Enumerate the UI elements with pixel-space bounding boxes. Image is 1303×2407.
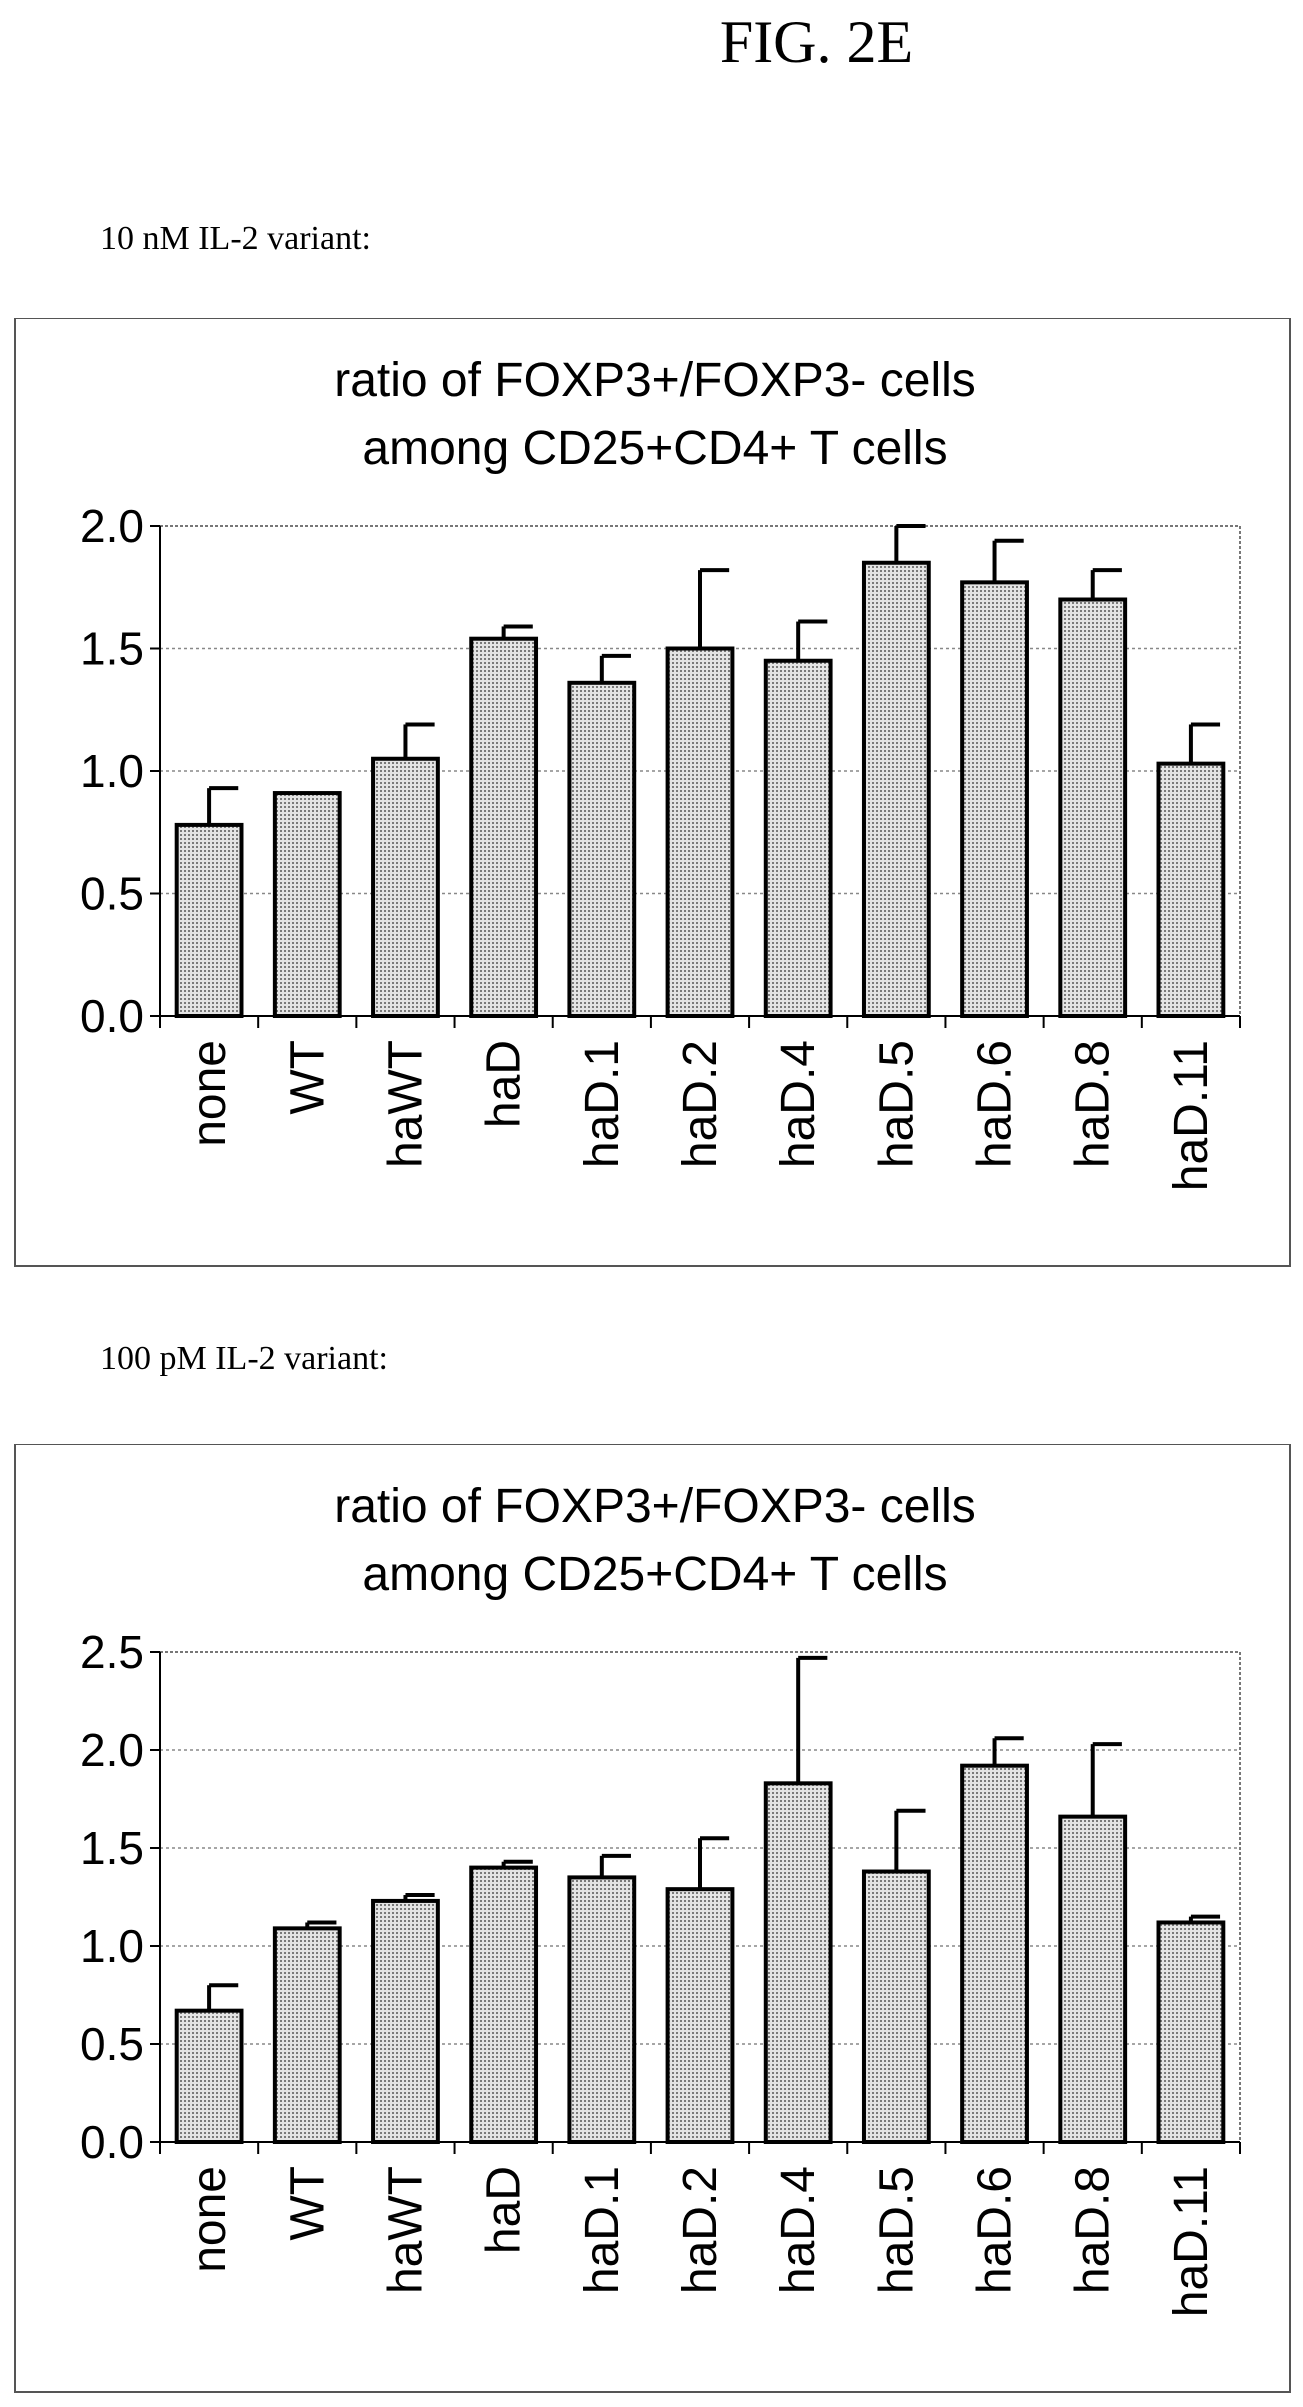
y-tick-label: 2.0 <box>80 1724 144 1776</box>
figure-title: FIG. 2E <box>719 9 914 75</box>
x-tick-label: haD.5 <box>870 1040 923 1168</box>
bar-haD.5 <box>861 1869 931 2144</box>
y-tick-label: 1.0 <box>80 745 144 797</box>
bar-haD.1 <box>567 680 637 1018</box>
x-tick-label: haD.6 <box>969 2166 1022 2294</box>
y-tick-label: 1.5 <box>80 623 144 675</box>
x-tick-label: haD.1 <box>576 1040 629 1168</box>
y-tick-label: 0.5 <box>80 868 144 920</box>
x-tick-label: none <box>183 1040 236 1147</box>
x-tick-label: haD.2 <box>674 1040 727 1168</box>
x-tick-label: haD.8 <box>1067 1040 1120 1168</box>
chart-subtitle: among CD25+CD4+ T cells <box>362 422 947 475</box>
y-tick-label: 0.0 <box>80 990 144 1042</box>
y-tick-label: 2.5 <box>80 1626 144 1678</box>
bar-haD.5 <box>861 560 931 1018</box>
bar-none <box>174 822 244 1018</box>
bar-none <box>174 2008 244 2144</box>
x-tick-label: haD.11 <box>1165 1040 1218 1191</box>
x-tick-label: haWT <box>379 2166 432 2294</box>
x-tick-label: haD <box>478 1040 531 1128</box>
y-tick-label: 2.0 <box>80 500 144 552</box>
bar-chart-100pm: ratio of FOXP3+/FOXP3- cells among CD25+C… <box>14 1444 1291 2393</box>
bar-haD.8 <box>1058 597 1128 1018</box>
x-tick-label: haD.1 <box>576 2166 629 2294</box>
bar-chart-10nm: ratio of FOXP3+/FOXP3- cells among CD25+C… <box>14 318 1291 1267</box>
chart-title: ratio of FOXP3+/FOXP3- cells <box>334 354 976 407</box>
condition-label-100pm: 100 pM IL-2 variant: <box>100 1340 388 1377</box>
bar-haD.11 <box>1156 1920 1226 2145</box>
bar-haD.6 <box>960 1763 1029 2144</box>
chart-title: ratio of FOXP3+/FOXP3- cells <box>334 1480 976 1533</box>
x-tick-label: none <box>183 2166 236 2273</box>
condition-label-10nm: 10 nM IL-2 variant: <box>100 220 371 257</box>
chart-frame <box>14 1444 1291 2393</box>
y-tick-label: 1.0 <box>80 1920 144 1972</box>
x-tick-label: haD <box>478 2166 531 2254</box>
chart-subtitle: among CD25+CD4+ T cells <box>362 1548 947 1601</box>
bar-haD.1 <box>567 1875 637 2144</box>
bar-WT <box>272 791 342 1018</box>
bar-haWT <box>371 756 440 1018</box>
bar-haD.2 <box>665 1887 735 2144</box>
bar-haD.11 <box>1156 761 1226 1018</box>
bar-haD.8 <box>1058 1814 1128 2144</box>
x-tick-label: haD.6 <box>969 1040 1022 1168</box>
bar-haD.4 <box>763 1781 833 2144</box>
bar-haD.6 <box>960 580 1029 1018</box>
x-tick-label: haD.2 <box>674 2166 727 2294</box>
x-tick-label: haD.11 <box>1165 2166 1218 2317</box>
bar-haD.4 <box>763 658 833 1018</box>
bar-haD <box>469 1865 539 2144</box>
bar-haWT <box>371 1898 440 2145</box>
y-tick-label: 0.5 <box>80 2018 144 2070</box>
x-tick-label: haD.4 <box>772 2166 825 2294</box>
chart-frame <box>14 318 1291 1267</box>
y-tick-label: 1.5 <box>80 1822 144 1874</box>
bar-WT <box>272 1926 342 2144</box>
x-tick-label: haD.4 <box>772 1040 825 1168</box>
x-tick-label: WT <box>281 1040 334 1115</box>
y-tick-label: 0.0 <box>80 2116 144 2168</box>
x-tick-label: haD.8 <box>1067 2166 1120 2294</box>
x-tick-label: WT <box>281 2166 334 2241</box>
x-tick-label: haWT <box>379 1040 432 1168</box>
x-tick-label: haD.5 <box>870 2166 923 2294</box>
bar-haD.2 <box>665 646 735 1018</box>
bar-haD <box>469 636 539 1018</box>
